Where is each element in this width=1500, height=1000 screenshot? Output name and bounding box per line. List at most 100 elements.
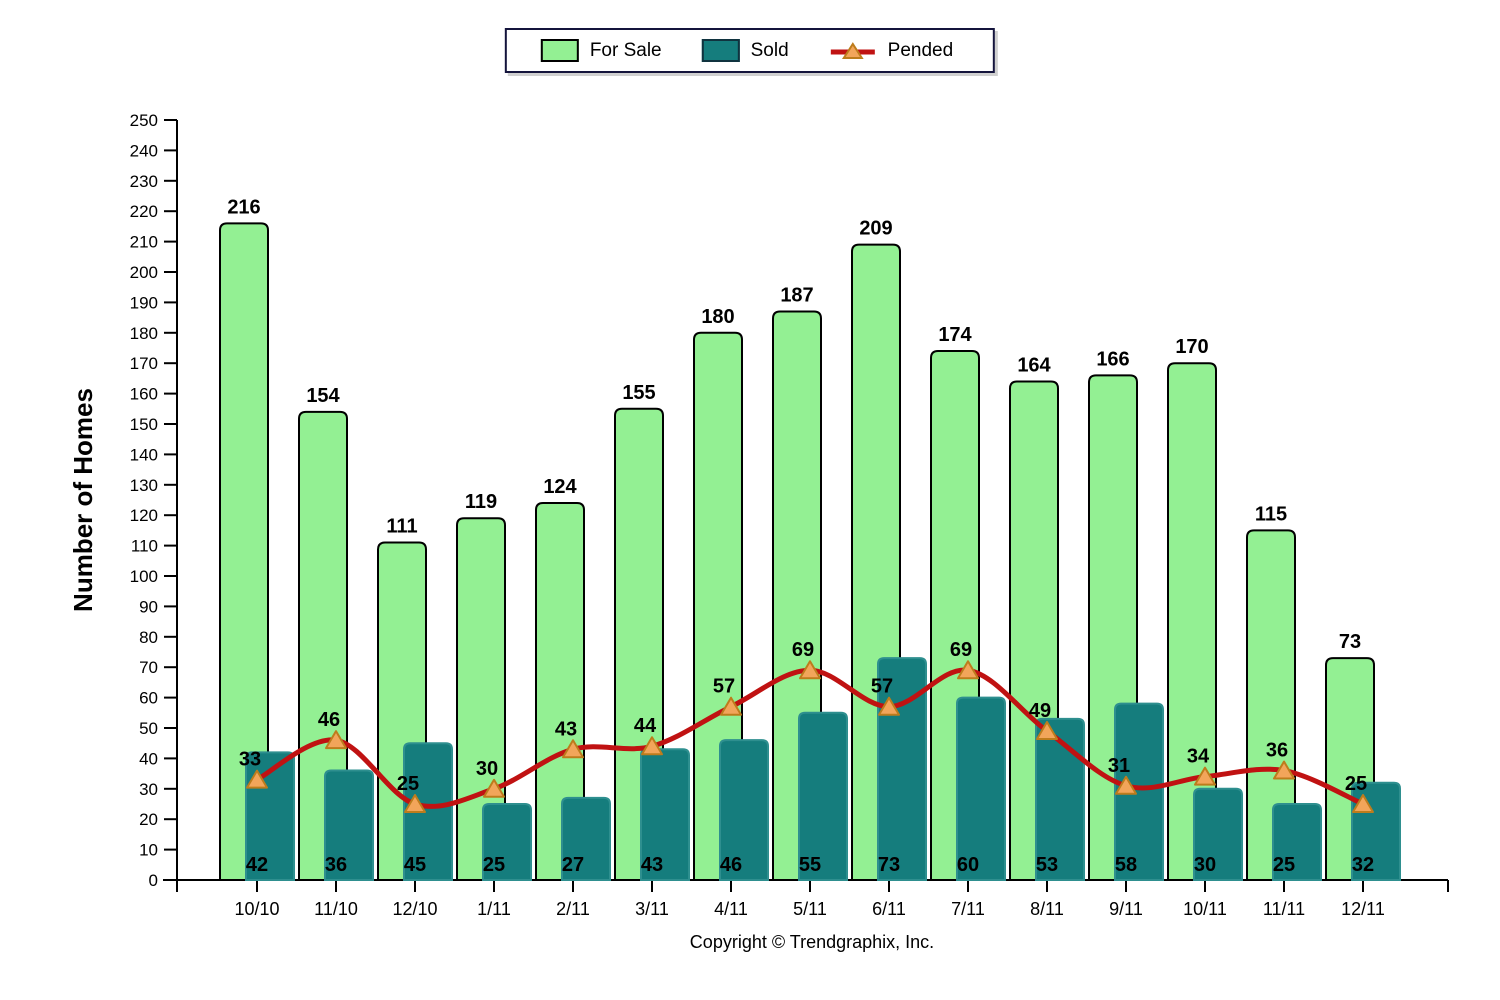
x-tick-label: 3/11 <box>635 899 669 919</box>
pended-line-icon <box>829 40 877 62</box>
pended-marker-icon <box>957 660 979 680</box>
y-tick-label: 160 <box>130 385 158 404</box>
sold-bar <box>798 711 848 881</box>
pended-value-label: 34 <box>1187 746 1210 768</box>
x-tick-label: 2/11 <box>556 899 590 919</box>
pended-value-label: 49 <box>1029 700 1051 722</box>
pended-value-label: 57 <box>871 676 893 698</box>
pended-value-label: 69 <box>792 639 814 661</box>
legend-label-for-sale: For Sale <box>589 39 662 61</box>
sold-value-label: 46 <box>720 854 742 876</box>
sold-value-label: 45 <box>404 854 426 876</box>
legend-item-sold: Sold <box>701 39 789 62</box>
sold-value-label: 60 <box>957 854 979 876</box>
pended-value-label: 25 <box>1345 773 1367 795</box>
pended-value-label: 44 <box>634 715 657 737</box>
pended-marker-icon <box>1036 721 1058 741</box>
x-tick-label: 6/11 <box>872 899 906 919</box>
sold-value-label: 43 <box>641 854 663 876</box>
y-tick-label: 90 <box>139 597 158 616</box>
legend-label-sold: Sold <box>750 39 789 61</box>
x-tick-label: 10/10 <box>234 899 279 919</box>
x-tick-label: 8/11 <box>1030 899 1064 919</box>
pended-series: 33 46 25 30 43 44 57 69 57 69 49 31 34 36 25 <box>239 639 1374 813</box>
y-tick-label: 250 <box>130 111 158 130</box>
y-tick-label: 200 <box>130 263 158 282</box>
pended-value-label: 57 <box>713 676 735 698</box>
sold-bar <box>956 696 1006 881</box>
x-tick-label: 4/11 <box>714 899 748 919</box>
pended-marker-icon <box>641 736 663 756</box>
for-sale-swatch-icon <box>540 39 579 62</box>
axes: 0 10 20 30 40 50 60 70 80 90 100 110 120 130 140 150 160… <box>68 111 1449 919</box>
y-tick-label: 70 <box>139 658 158 677</box>
y-tick-label: 40 <box>139 749 158 768</box>
sold-value-label: 53 <box>1036 854 1058 876</box>
pended-marker-icon <box>878 696 900 716</box>
x-tick-label: 10/11 <box>1183 899 1227 919</box>
pended-value-label: 43 <box>555 718 577 740</box>
pended-marker-icon <box>404 794 426 813</box>
for-sale-bar <box>219 222 269 881</box>
for-sale-bar <box>1246 529 1296 881</box>
y-tick-label: 120 <box>130 506 158 525</box>
sold-swatch-icon <box>701 39 740 62</box>
y-tick-label: 130 <box>130 476 158 495</box>
pended-value-label: 30 <box>476 758 498 780</box>
sold-bar <box>719 739 769 881</box>
y-axis-title: Number of Homes <box>68 388 98 612</box>
legend-item-for-sale: For Sale <box>540 39 662 62</box>
sold-value-label: 25 <box>483 854 505 876</box>
pended-marker-icon <box>246 769 268 789</box>
y-tick-label: 170 <box>130 354 158 373</box>
y-tick-label: 150 <box>130 415 158 434</box>
y-tick-label: 80 <box>139 628 158 647</box>
y-tick-label: 100 <box>130 567 158 586</box>
y-tick-label: 140 <box>130 445 158 464</box>
y-tick-label: 110 <box>131 537 158 556</box>
for-sale-value-label: 180 <box>701 306 734 328</box>
for-sale-value-label: 187 <box>780 285 813 307</box>
pended-value-label: 25 <box>397 773 419 795</box>
pended-value-label: 33 <box>239 749 261 771</box>
pended-marker-icon <box>483 778 505 798</box>
sold-bar <box>1193 787 1243 881</box>
x-tick-label: 11/11 <box>1263 899 1305 919</box>
pended-marker-icon <box>1352 794 1374 813</box>
y-tick-label: 30 <box>139 780 158 799</box>
for-sale-value-label: 124 <box>543 476 577 498</box>
y-tick-label: 50 <box>139 719 158 738</box>
pended-marker-icon <box>1194 766 1216 786</box>
y-tick-label: 180 <box>130 324 158 343</box>
sold-bar <box>403 742 453 881</box>
y-tick-label: 60 <box>139 689 158 708</box>
for-sale-value-label: 115 <box>1255 503 1287 525</box>
x-tick-label: 5/11 <box>793 899 827 919</box>
sold-value-label: 32 <box>1352 854 1374 876</box>
sold-value-label: 30 <box>1194 854 1216 876</box>
pended-value-label: 36 <box>1266 740 1288 762</box>
pended-value-label: 31 <box>1108 755 1130 777</box>
pended-marker-icon <box>799 660 821 680</box>
copyright-text: Copyright © Trendgraphix, Inc. <box>689 932 935 952</box>
for-sale-value-label: 164 <box>1017 354 1051 376</box>
for-sale-value-label: 170 <box>1175 336 1208 358</box>
y-tick-label: 220 <box>130 202 158 221</box>
sold-bar <box>324 769 374 881</box>
for-sale-value-label: 119 <box>465 491 497 513</box>
legend-item-pended: Pended <box>829 40 953 62</box>
x-tick-label: 12/10 <box>392 899 437 919</box>
sold-value-label: 58 <box>1115 854 1137 876</box>
for-sale-value-label: 209 <box>859 218 892 240</box>
sold-value-label: 73 <box>878 854 900 876</box>
pended-marker-icon <box>562 739 584 759</box>
for-sale-value-label: 216 <box>227 196 260 218</box>
x-tick-label: 9/11 <box>1109 899 1143 919</box>
sold-value-label: 42 <box>246 854 268 876</box>
sold-bar <box>1114 702 1164 881</box>
sold-bar <box>561 796 611 881</box>
sold-value-label: 27 <box>562 854 584 876</box>
for-sale-value-label: 155 <box>622 382 655 404</box>
sold-bar <box>482 803 532 881</box>
